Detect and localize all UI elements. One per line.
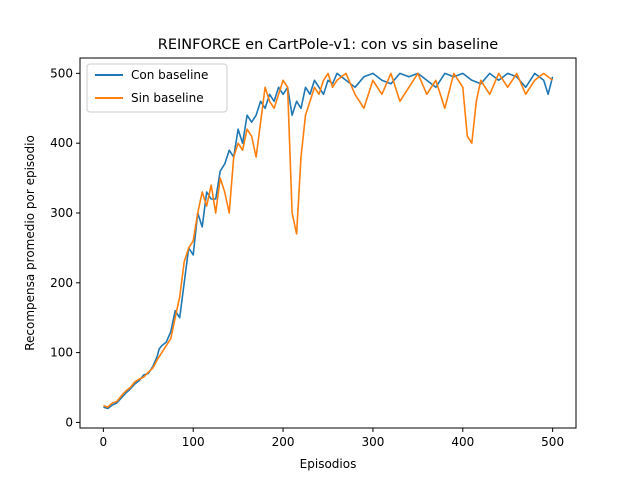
x-axis-label: Episodios [300, 457, 357, 471]
series-line-con-baseline [103, 72, 554, 410]
y-tick-label: 400 [50, 136, 73, 150]
x-tick-label: 300 [361, 435, 384, 449]
legend-label-con-baseline: Con baseline [131, 68, 208, 82]
x-tick-label: 0 [100, 435, 108, 449]
chart-title: REINFORCE en CartPole-v1: con vs sin bas… [158, 37, 499, 53]
x-axis: 0 100 200 300 400 500 [100, 428, 564, 449]
y-axis-label: Recompensa promedio por episodio [23, 135, 37, 351]
y-tick-label: 100 [50, 346, 73, 360]
y-tick-label: 500 [50, 66, 73, 80]
legend-label-sin-baseline: Sin baseline [131, 91, 204, 105]
x-tick-label: 200 [272, 435, 295, 449]
legend: Con baseline Sin baseline [86, 63, 228, 113]
x-tick-label: 100 [182, 435, 205, 449]
y-axis: 0 100 200 300 400 500 [50, 66, 80, 429]
y-tick-label: 300 [50, 206, 73, 220]
y-tick-label: 0 [65, 415, 73, 429]
x-tick-label: 500 [541, 435, 564, 449]
plot-lines [103, 72, 554, 410]
x-tick-label: 400 [451, 435, 474, 449]
y-tick-label: 200 [50, 276, 73, 290]
series-line-sin-baseline [103, 72, 554, 408]
plot-frame [79, 57, 577, 429]
